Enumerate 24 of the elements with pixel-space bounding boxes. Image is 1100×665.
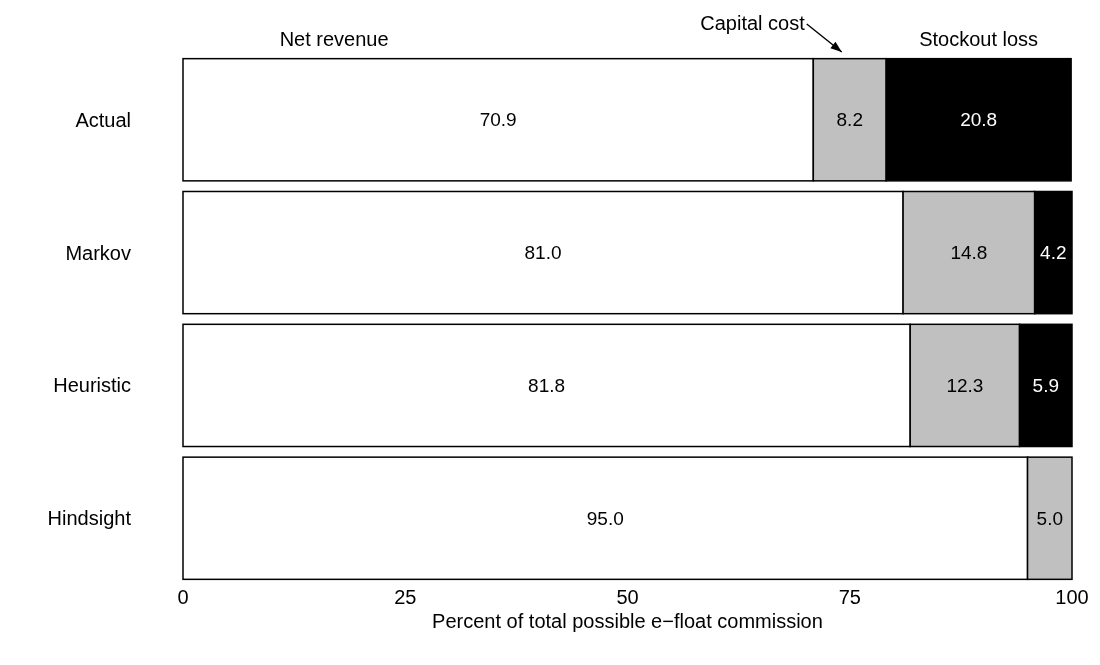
x-axis-title: Percent of total possible e−float commission <box>432 610 823 632</box>
y-tick-label: Hindsight <box>47 507 132 530</box>
x-tick-label: 0 <box>177 586 189 608</box>
series-label: Stockout loss <box>919 28 1039 50</box>
data-label: 14.8 <box>950 242 988 264</box>
data-label: 4.2 <box>1040 242 1067 264</box>
y-tick-label: Markov <box>65 241 131 264</box>
data-label: 81.0 <box>524 242 562 264</box>
y-tick-label: Actual <box>75 108 131 131</box>
data-label: 8.2 <box>836 109 863 131</box>
x-tick-label: 50 <box>616 586 639 608</box>
data-label: 20.8 <box>960 109 998 131</box>
data-label: 70.9 <box>479 109 517 131</box>
x-tick-label: 100 <box>1055 586 1089 608</box>
y-tick-label: Heuristic <box>53 374 131 397</box>
data-label: 81.8 <box>528 374 566 396</box>
data-label: 12.3 <box>946 374 984 396</box>
x-tick-label: 75 <box>838 586 861 608</box>
data-label: 5.9 <box>1032 374 1059 396</box>
series-label: Capital cost <box>700 12 806 34</box>
x-tick-label: 25 <box>394 586 417 608</box>
series-label: Net revenue <box>279 28 389 50</box>
data-label: 5.0 <box>1036 507 1063 529</box>
data-label: 95.0 <box>586 507 624 529</box>
